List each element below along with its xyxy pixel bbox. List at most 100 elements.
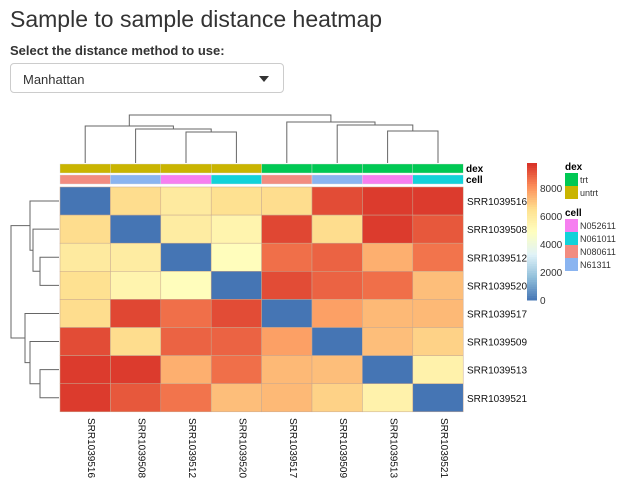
colorbar-segment — [527, 258, 537, 262]
colorbar-segment — [527, 199, 537, 203]
column-dendrogram-branch — [84, 125, 174, 163]
dex-annotation-cell — [362, 163, 413, 174]
heatmap-cell — [311, 355, 363, 384]
column-label: SRR1039520 — [236, 418, 247, 478]
colorbar-segment — [527, 210, 537, 214]
dex-annotation-cell — [59, 163, 111, 174]
chevron-down-icon — [259, 76, 269, 82]
column-label: SRR1039512 — [186, 418, 197, 478]
heatmap-cell — [160, 355, 212, 384]
colorbar-tick-label: 8000 — [540, 184, 563, 195]
colorbar-segment — [527, 172, 537, 175]
heatmap-cell — [311, 242, 363, 272]
page-title: Sample to sample distance heatmap — [10, 6, 383, 32]
heatmap-cell — [110, 299, 162, 328]
heatmap-cell — [311, 383, 363, 413]
heatmap-cell — [160, 327, 212, 356]
colorbar-segment — [527, 183, 537, 187]
heatmap-cell — [362, 214, 414, 244]
colorbar-segment — [527, 167, 537, 171]
colorbar-segment — [527, 249, 537, 253]
colorbar-segment — [527, 236, 537, 239]
colorbar-segment — [527, 229, 537, 232]
dex-annotation-cell — [261, 163, 313, 174]
colorbar-segment — [527, 176, 537, 180]
heatmap-cell — [59, 327, 111, 356]
column-label: SRR1039508 — [136, 418, 147, 478]
dex-annotation-cell — [311, 163, 363, 174]
dex-annotation-cell — [160, 163, 212, 174]
cell-annotation-cell — [160, 174, 212, 185]
cell-legend-swatch — [565, 219, 578, 232]
cell-annotation-cell — [210, 174, 262, 185]
heatmap-cell — [110, 383, 162, 413]
colorbar-segment — [527, 256, 537, 260]
dex-annotation-cell — [412, 163, 464, 174]
colorbar-segment — [527, 261, 537, 264]
heatmap-cell — [311, 327, 363, 356]
cell-legend-title: cell — [565, 208, 582, 219]
row-label: SRR1039512 — [467, 253, 527, 264]
colorbar-segment — [527, 245, 537, 248]
colorbar-segment — [527, 213, 537, 217]
heatmap-cell — [59, 214, 111, 244]
row-label: SRR1039521 — [467, 394, 527, 405]
colorbar-segment — [527, 265, 537, 269]
colorbar-segment — [527, 281, 537, 285]
heatmap-cell — [210, 271, 262, 300]
distance-method-select[interactable]: Manhattan — [10, 63, 284, 93]
colorbar-segment — [527, 288, 537, 292]
heatmap-cell — [362, 186, 414, 216]
heatmap-cell — [160, 186, 212, 216]
colorbar-segment — [527, 169, 537, 173]
colorbar-segment — [527, 252, 537, 255]
colorbar-segment — [527, 204, 537, 207]
colorbar-segment — [527, 201, 537, 205]
colorbar-segment — [527, 290, 537, 294]
heatmap-cell — [261, 383, 313, 413]
heatmap-cell — [59, 242, 111, 272]
column-dendrogram-branch — [185, 131, 237, 163]
colorbar-segment — [527, 295, 537, 299]
dex-annotation-cell — [110, 163, 162, 174]
heatmap-cell — [210, 299, 262, 328]
column-label: SRR1039509 — [337, 418, 348, 478]
row-dendrogram-branch — [39, 256, 59, 286]
heatmap-cell — [110, 327, 162, 356]
heatmap-cell — [160, 242, 212, 272]
row-dendrogram-branch — [39, 369, 59, 399]
row-label: SRR1039513 — [467, 366, 527, 377]
row-dendrogram-branch — [10, 225, 30, 339]
column-label: SRR1039513 — [388, 418, 399, 478]
cell-annotation-cell — [412, 174, 464, 185]
colorbar-segment — [527, 192, 537, 196]
heatmap-cell — [110, 214, 162, 244]
heatmap-cell — [261, 299, 313, 328]
heatmap-cell — [59, 383, 111, 413]
heatmap-cell — [210, 355, 262, 384]
cell-annotation-cell — [362, 174, 413, 185]
colorbar-segment — [527, 293, 537, 296]
heatmap-cell — [110, 242, 162, 272]
heatmap-cell — [59, 355, 111, 384]
heatmap-cell — [362, 383, 414, 413]
heatmap-cell — [210, 383, 262, 413]
cell-legend-label: N080611 — [580, 247, 616, 257]
heatmap-cell — [160, 299, 212, 328]
cell-legend-swatch — [565, 258, 578, 271]
distance-method-label: Select the distance method to use: — [10, 43, 225, 58]
column-dendrogram-branch — [387, 130, 439, 163]
heatmap-cell — [261, 242, 313, 272]
cell-legend-label: N61311 — [580, 260, 611, 270]
heatmap-cell — [110, 271, 162, 300]
heatmap-cell — [362, 299, 414, 328]
colorbar-segment — [527, 226, 537, 230]
row-dendrogram-branch — [32, 228, 59, 272]
colorbar-segment — [527, 206, 537, 210]
heatmap-cell — [362, 355, 414, 384]
colorbar-segment — [527, 224, 537, 228]
selected-value: Manhattan — [23, 72, 85, 87]
colorbar-segment — [527, 163, 537, 166]
column-dendrogram-branch — [128, 114, 332, 126]
